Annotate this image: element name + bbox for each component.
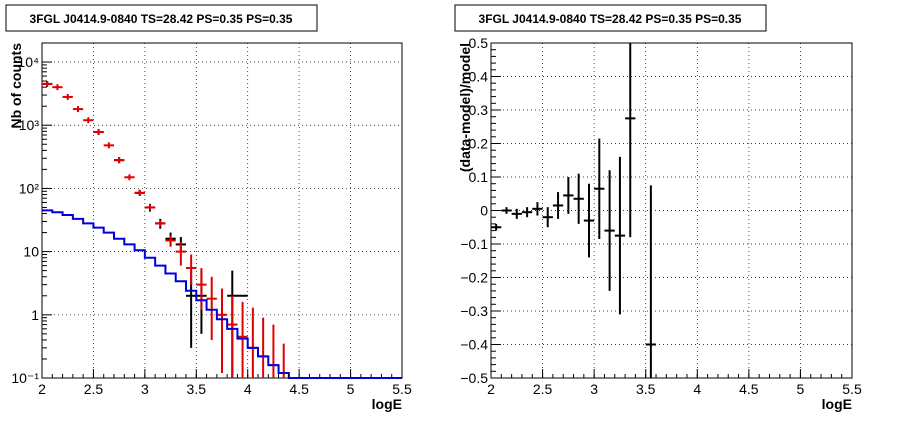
- counts-data-point: [186, 254, 197, 285]
- counts-y-tick-label: 10²: [19, 180, 40, 196]
- residual-title-box: [454, 4, 767, 32]
- counts-y-tick-label: 10⁴: [17, 54, 39, 70]
- residual-marks: [491, 43, 657, 378]
- residual-y-tick-label: −0.5: [460, 370, 488, 386]
- residual-title: 3FGL J0414.9-0840 TS=28.42 PS=0.35 PS=0.…: [479, 12, 742, 26]
- residual-x-tick-label: 4: [693, 381, 701, 397]
- counts-panel: 2 2.5 3 3.5 4 4.5 5 5.5 10⁻¹ 1 10 10² 10³ 10⁴ 3FGL J0…: [5, 4, 412, 412]
- counts-x-tick-label: 2: [38, 381, 46, 397]
- residual-y-tick-label: 0.4: [469, 69, 489, 85]
- counts-data-point: [227, 295, 238, 378]
- residual-y-tick-label: −0.4: [460, 337, 488, 353]
- residual-data-point: [625, 43, 636, 238]
- residual-data-point: [645, 185, 657, 378]
- residual-ticks: 2 2.5 3 3.5 4 4.5 5 5.5 −0.5 −0.4 −0.3 −0.2 −0.1 0 0.1…: [460, 35, 862, 397]
- counts-data-point: [206, 276, 217, 340]
- residual-x-tick-label: 4.5: [739, 381, 759, 397]
- residual-data-point: [501, 207, 512, 214]
- residual-x-axis-label: logE: [822, 396, 852, 412]
- counts-data-point: [52, 84, 63, 91]
- counts-data-point: [175, 242, 186, 266]
- counts-x-tick-label: 5.5: [392, 381, 412, 397]
- residual-data-point: [521, 207, 533, 218]
- counts-x-tick-label: 4: [244, 381, 252, 397]
- residual-y-tick-label: −0.3: [460, 303, 488, 319]
- counts-model-step-line: [42, 209, 402, 379]
- counts-data-point: [42, 80, 53, 87]
- counts-x-tick-label: 4.5: [289, 381, 309, 397]
- counts-data-point: [237, 301, 248, 378]
- counts-y-tick-label: 10: [23, 244, 39, 260]
- counts-y-axis-label: Nb of counts: [8, 43, 24, 129]
- residual-data-point: [573, 173, 584, 224]
- counts-marks: [42, 80, 402, 379]
- counts-title: 3FGL J0414.9-0840 TS=28.42 PS=0.35 PS=0.…: [30, 12, 293, 26]
- residual-y-tick-label: 0: [480, 203, 488, 219]
- residual-y-tick-label: 0.3: [469, 102, 489, 118]
- counts-x-tick-label: 3: [141, 381, 149, 397]
- counts-data-point: [134, 189, 145, 196]
- residual-y-axis-label: (data-model)/model: [457, 43, 473, 172]
- residual-y-tick-label: 0.5: [469, 35, 489, 51]
- residual-x-tick-label: 2: [487, 381, 495, 397]
- residual-data-point: [552, 192, 564, 219]
- counts-data-point: [216, 288, 228, 373]
- residual-y-tick-label: −0.2: [460, 270, 488, 286]
- counts-x-axis-label: logE: [372, 396, 402, 412]
- residual-data-point: [532, 202, 543, 216]
- counts-data-point: [62, 93, 73, 100]
- counts-data-point: [124, 174, 135, 181]
- counts-data-point: [144, 204, 156, 211]
- counts-title-box: [5, 4, 318, 32]
- residual-x-tick-label: 3.5: [636, 381, 656, 397]
- counts-data-point: [93, 129, 104, 136]
- counts-data-point: [103, 142, 114, 149]
- residual-panel: 2 2.5 3 3.5 4 4.5 5 5.5 −0.5 −0.4 −0.3 −0.2 −0.1 0 0.1…: [454, 4, 862, 412]
- residual-grid: [491, 43, 852, 378]
- counts-data-point: [196, 268, 207, 310]
- counts-x-tick-label: 3.5: [187, 381, 207, 397]
- residual-data-point: [542, 207, 553, 228]
- residual-y-tick-label: 0.2: [469, 136, 489, 152]
- residual-x-tick-label: 3: [590, 381, 598, 397]
- counts-data-point: [83, 117, 94, 124]
- counts-y-tick-label: 10⁻¹: [11, 370, 39, 386]
- residual-data-point: [594, 138, 605, 239]
- residual-y-tick-label: −0.1: [460, 236, 488, 252]
- residual-data-point: [604, 170, 615, 291]
- counts-x-tick-label: 2.5: [84, 381, 104, 397]
- counts-y-tick-label: 10³: [19, 117, 40, 133]
- residual-data-point: [583, 183, 595, 258]
- residual-x-tick-label: 2.5: [533, 381, 553, 397]
- residual-y-tick-label: 0.1: [469, 169, 489, 185]
- residual-x-tick-label: 5.5: [842, 381, 862, 397]
- counts-data-point: [72, 106, 84, 113]
- counts-grid: [42, 43, 402, 378]
- counts-data-point: [155, 220, 166, 227]
- counts-x-tick-label: 5: [347, 381, 355, 397]
- counts-data-point: [165, 235, 176, 247]
- residual-data-point: [563, 177, 574, 214]
- residual-x-tick-label: 5: [797, 381, 805, 397]
- residual-data-point: [614, 156, 626, 315]
- residual-data-point: [511, 208, 522, 219]
- counts-ticks: 2 2.5 3 3.5 4 4.5 5 5.5 10⁻¹ 1 10 10² 10³ 10⁴: [11, 54, 412, 397]
- residual-data-point: [491, 223, 502, 231]
- counts-y-tick-label: 1: [31, 307, 39, 323]
- counts-data-point: [114, 157, 125, 164]
